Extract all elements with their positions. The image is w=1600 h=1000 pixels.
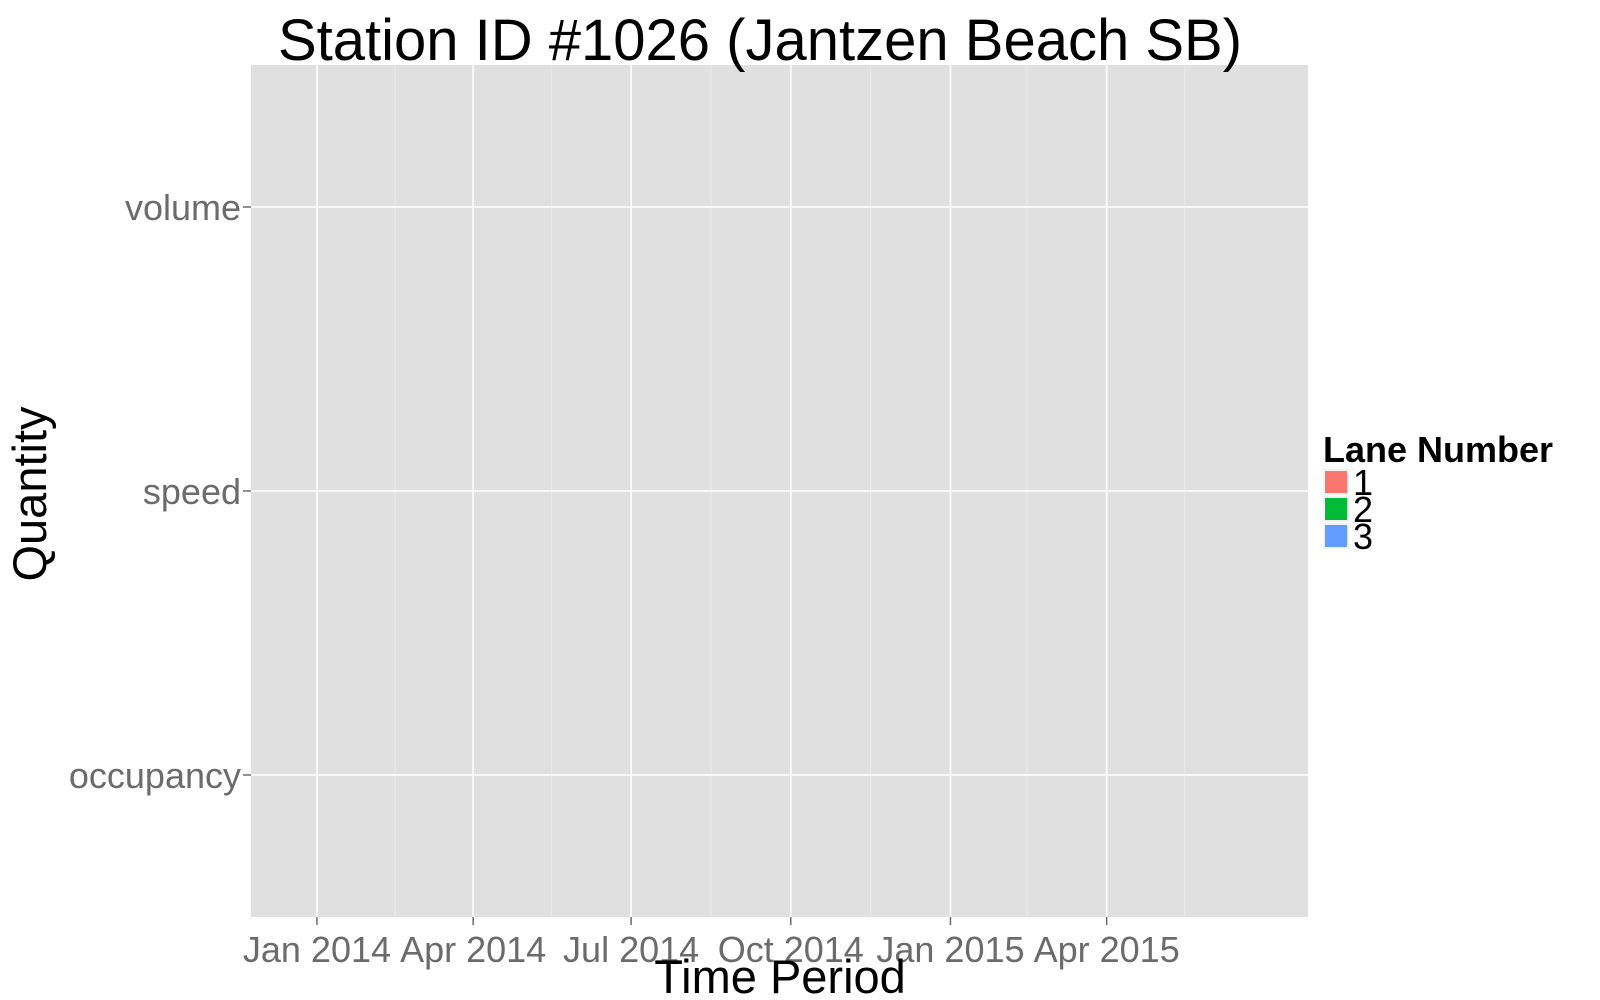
y-tick-label: occupancy (69, 755, 241, 796)
major-gridlines (251, 65, 1308, 917)
legend: Lane Number 123 (1323, 429, 1553, 557)
legend-items: 123 (1323, 462, 1373, 557)
y-tick-label: speed (143, 471, 241, 512)
x-tick-label: Apr 2014 (400, 929, 546, 970)
x-tick-label: Jan 2014 (243, 929, 391, 970)
legend-swatch (1325, 525, 1347, 547)
legend-item: 3 (1323, 516, 1373, 557)
legend-item: 1 (1323, 462, 1373, 503)
x-tick-label: Apr 2015 (1034, 929, 1180, 970)
y-axis-ticks: occupancy speed volume (69, 187, 251, 796)
legend-title: Lane Number (1323, 429, 1553, 470)
legend-label: 2 (1353, 489, 1373, 530)
legend-label: 3 (1353, 516, 1373, 557)
x-tick-label: Jul 2014 (563, 929, 699, 970)
legend-label: 1 (1353, 462, 1373, 503)
legend-swatch (1325, 471, 1347, 493)
x-axis-ticks: Jan 2014 Apr 2014 Jul 2014 Oct 2014 Jan 2015… (243, 917, 1180, 970)
y-tick-label: volume (125, 187, 241, 228)
x-tick-label: Oct 2014 (718, 929, 864, 970)
x-tick-label: Jan 2015 (876, 929, 1024, 970)
y-axis-title: Quantity (3, 406, 56, 582)
legend-swatch (1325, 498, 1347, 520)
x-axis-title: Time Period (654, 950, 906, 1000)
legend-item: 2 (1323, 489, 1373, 530)
chart-title: Station ID #1026 (Jantzen Beach SB) (278, 8, 1242, 73)
